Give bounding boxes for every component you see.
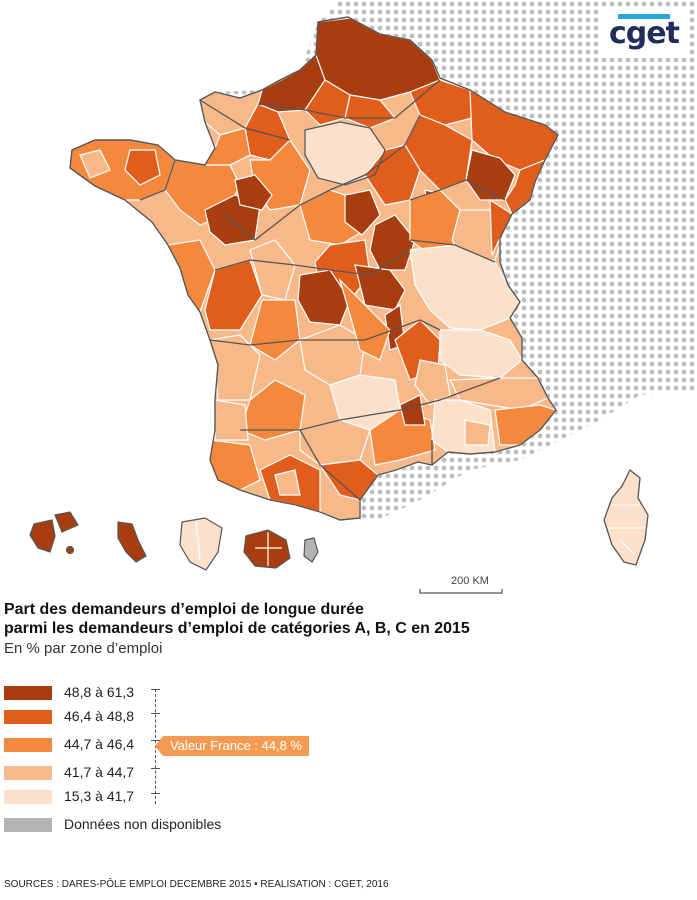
- scale-label: 200 KM: [451, 575, 489, 587]
- title-line-1: Part des demandeurs d’emploi de longue d…: [4, 601, 364, 618]
- legend-item: 48,8 à 61,3: [4, 683, 304, 703]
- legend-label: 41,7 à 44,7: [64, 764, 135, 780]
- legend-item: 41,7 à 44,7: [4, 763, 304, 783]
- reference-value-label: Valeur France : 44,8 %: [163, 736, 309, 756]
- legend-label: 15,3 à 41,7: [64, 788, 135, 804]
- legend-label: 44,7 à 46,4: [64, 736, 135, 752]
- map-title: Part des demandeurs d’emploi de longue d…: [4, 600, 692, 638]
- callout-arrow: [155, 736, 163, 756]
- logo-text: cget: [609, 16, 680, 51]
- sea-area: [0, 0, 697, 600]
- corsica: [603, 468, 649, 566]
- legend-tick: [151, 713, 160, 714]
- legend-item: Données non disponibles: [4, 815, 304, 835]
- legend-swatch: [4, 790, 52, 804]
- guadeloupe: [29, 511, 79, 555]
- legend-swatch: [4, 818, 52, 832]
- legend-item: 15,3 à 41,7: [4, 787, 304, 807]
- legend-tick: [151, 768, 160, 769]
- legend-label: Données non disponibles: [64, 816, 222, 832]
- legend-tick: [151, 689, 160, 690]
- legend-tick: [151, 793, 160, 794]
- legend-label: 48,8 à 61,3: [64, 684, 135, 700]
- legend-swatch: [4, 738, 52, 752]
- guyane: [179, 517, 223, 571]
- sources-note: SOURCES : DARES-PÔLE EMPLOI DECEMBRE 201…: [4, 879, 389, 890]
- legend-item: 46,4 à 48,8: [4, 707, 304, 727]
- choropleth-map: [0, 0, 697, 600]
- employment-zones: [70, 17, 558, 513]
- legend-item: 44,7 à 46,4: [4, 735, 304, 755]
- title-line-2: parmi les demandeurs d’emploi de catégor…: [4, 620, 470, 637]
- legend: 48,8 à 61,3 46,4 à 48,8 44,7 à 46,4 41,7…: [4, 683, 344, 843]
- legend-swatch: [4, 710, 52, 724]
- scale-bar: [419, 589, 503, 594]
- legend-label: 46,4 à 48,8: [64, 708, 135, 724]
- logo-bar: [618, 14, 670, 19]
- map-subtitle: En % par zone d’emploi: [4, 640, 163, 657]
- mayotte: [303, 537, 319, 563]
- legend-swatch: [4, 766, 52, 780]
- la-reunion: [243, 529, 291, 569]
- martinique: [117, 521, 147, 563]
- legend-swatch: [4, 686, 52, 700]
- region-boundaries: [139, 79, 506, 501]
- cget-logo: cget: [600, 8, 688, 58]
